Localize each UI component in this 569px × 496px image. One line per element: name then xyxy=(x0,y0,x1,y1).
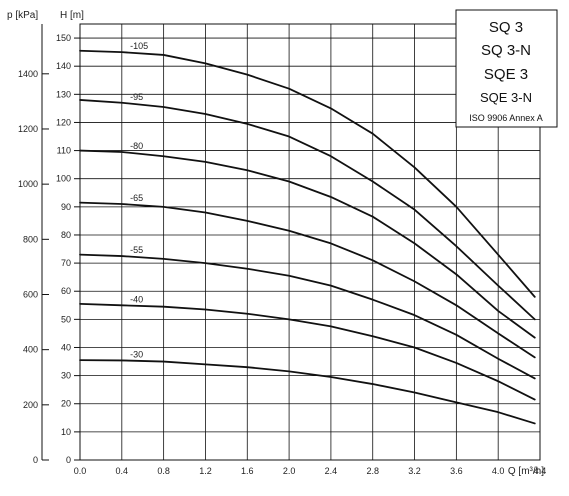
secondary-y-tick-label: 200 xyxy=(23,400,38,410)
y-tick-label: 40 xyxy=(61,342,71,352)
curve-label: -95 xyxy=(130,92,143,102)
y-tick-label: 110 xyxy=(57,146,71,156)
axes-layer: 1501401301201101009080706050403020100140… xyxy=(7,10,546,477)
secondary-y-tick-label: 1200 xyxy=(18,124,38,134)
legend-text: ISO 9906 Annex A xyxy=(469,113,543,123)
curve--65 xyxy=(79,201,536,359)
curve--55 xyxy=(79,253,536,380)
primary-y-axis-title: H [m] xyxy=(60,10,84,21)
y-tick-label: 80 xyxy=(61,230,71,240)
secondary-y-tick-label: 1400 xyxy=(18,69,38,79)
curve-label: -80 xyxy=(130,141,143,151)
y-tick-label: 120 xyxy=(56,117,71,127)
x-tick-label: 4.0 xyxy=(492,466,505,476)
y-tick-label: 70 xyxy=(61,258,71,268)
curve-label: -40 xyxy=(130,294,143,304)
curve-label: -65 xyxy=(130,193,143,203)
y-tick-label: 0 xyxy=(66,455,71,465)
y-tick-label: 10 xyxy=(61,427,71,437)
y-tick-label: 150 xyxy=(56,33,71,43)
x-tick-label: 3.6 xyxy=(450,466,463,476)
legend-frame xyxy=(455,9,558,128)
secondary-y-axis-title: p [kPa] xyxy=(7,10,38,21)
curve--80 xyxy=(79,149,536,339)
legend-text: SQ 3-N xyxy=(481,42,531,59)
curve--95 xyxy=(79,99,536,321)
y-tick-label: 100 xyxy=(56,174,71,184)
legend-box: SQ 3 SQ 3-N SQE 3 SQE 3-N ISO 9906 Annex A xyxy=(455,9,558,128)
curve--40 xyxy=(79,302,536,401)
curve-label: -55 xyxy=(130,245,143,255)
y-tick-label: 90 xyxy=(61,202,71,212)
x-tick-label: 3.2 xyxy=(408,466,421,476)
secondary-y-tick-label: 800 xyxy=(23,234,38,244)
legend-text: SQE 3 xyxy=(484,66,528,83)
curve--30 xyxy=(79,359,536,425)
y-tick-label: 140 xyxy=(56,61,71,71)
x-tick-label: 0.0 xyxy=(74,466,87,476)
curves-layer: -105 -95 -80 -65 -55 -40 -30 xyxy=(79,41,536,425)
x-axis-title: Q [m³/h] xyxy=(508,466,544,477)
x-tick-label: 0.8 xyxy=(157,466,170,476)
y-tick-label: 50 xyxy=(61,314,71,324)
x-tick-label: 2.8 xyxy=(366,466,379,476)
curve-label: -105 xyxy=(130,41,148,51)
x-tick-label: 2.4 xyxy=(325,466,338,476)
secondary-y-tick-label: 400 xyxy=(23,345,38,355)
x-tick-label: 1.2 xyxy=(199,466,212,476)
secondary-y-tick-label: 0 xyxy=(33,455,38,465)
x-tick-label: 0.4 xyxy=(116,466,129,476)
y-tick-label: 30 xyxy=(61,371,71,381)
curve-label: -30 xyxy=(130,349,143,359)
y-tick-label: 20 xyxy=(61,399,71,409)
x-tick-label: 2.0 xyxy=(283,466,296,476)
x-tick-label: 4.4 xyxy=(534,466,547,476)
y-tick-label: 60 xyxy=(61,286,71,296)
curve--105 xyxy=(79,49,536,298)
secondary-y-tick-label: 600 xyxy=(23,289,38,299)
legend-text: SQ 3 xyxy=(489,19,523,36)
secondary-y-tick-label: 1000 xyxy=(18,179,38,189)
y-tick-label: 130 xyxy=(56,89,71,99)
legend-text: SQE 3-N xyxy=(480,90,532,105)
x-tick-label: 1.6 xyxy=(241,466,254,476)
